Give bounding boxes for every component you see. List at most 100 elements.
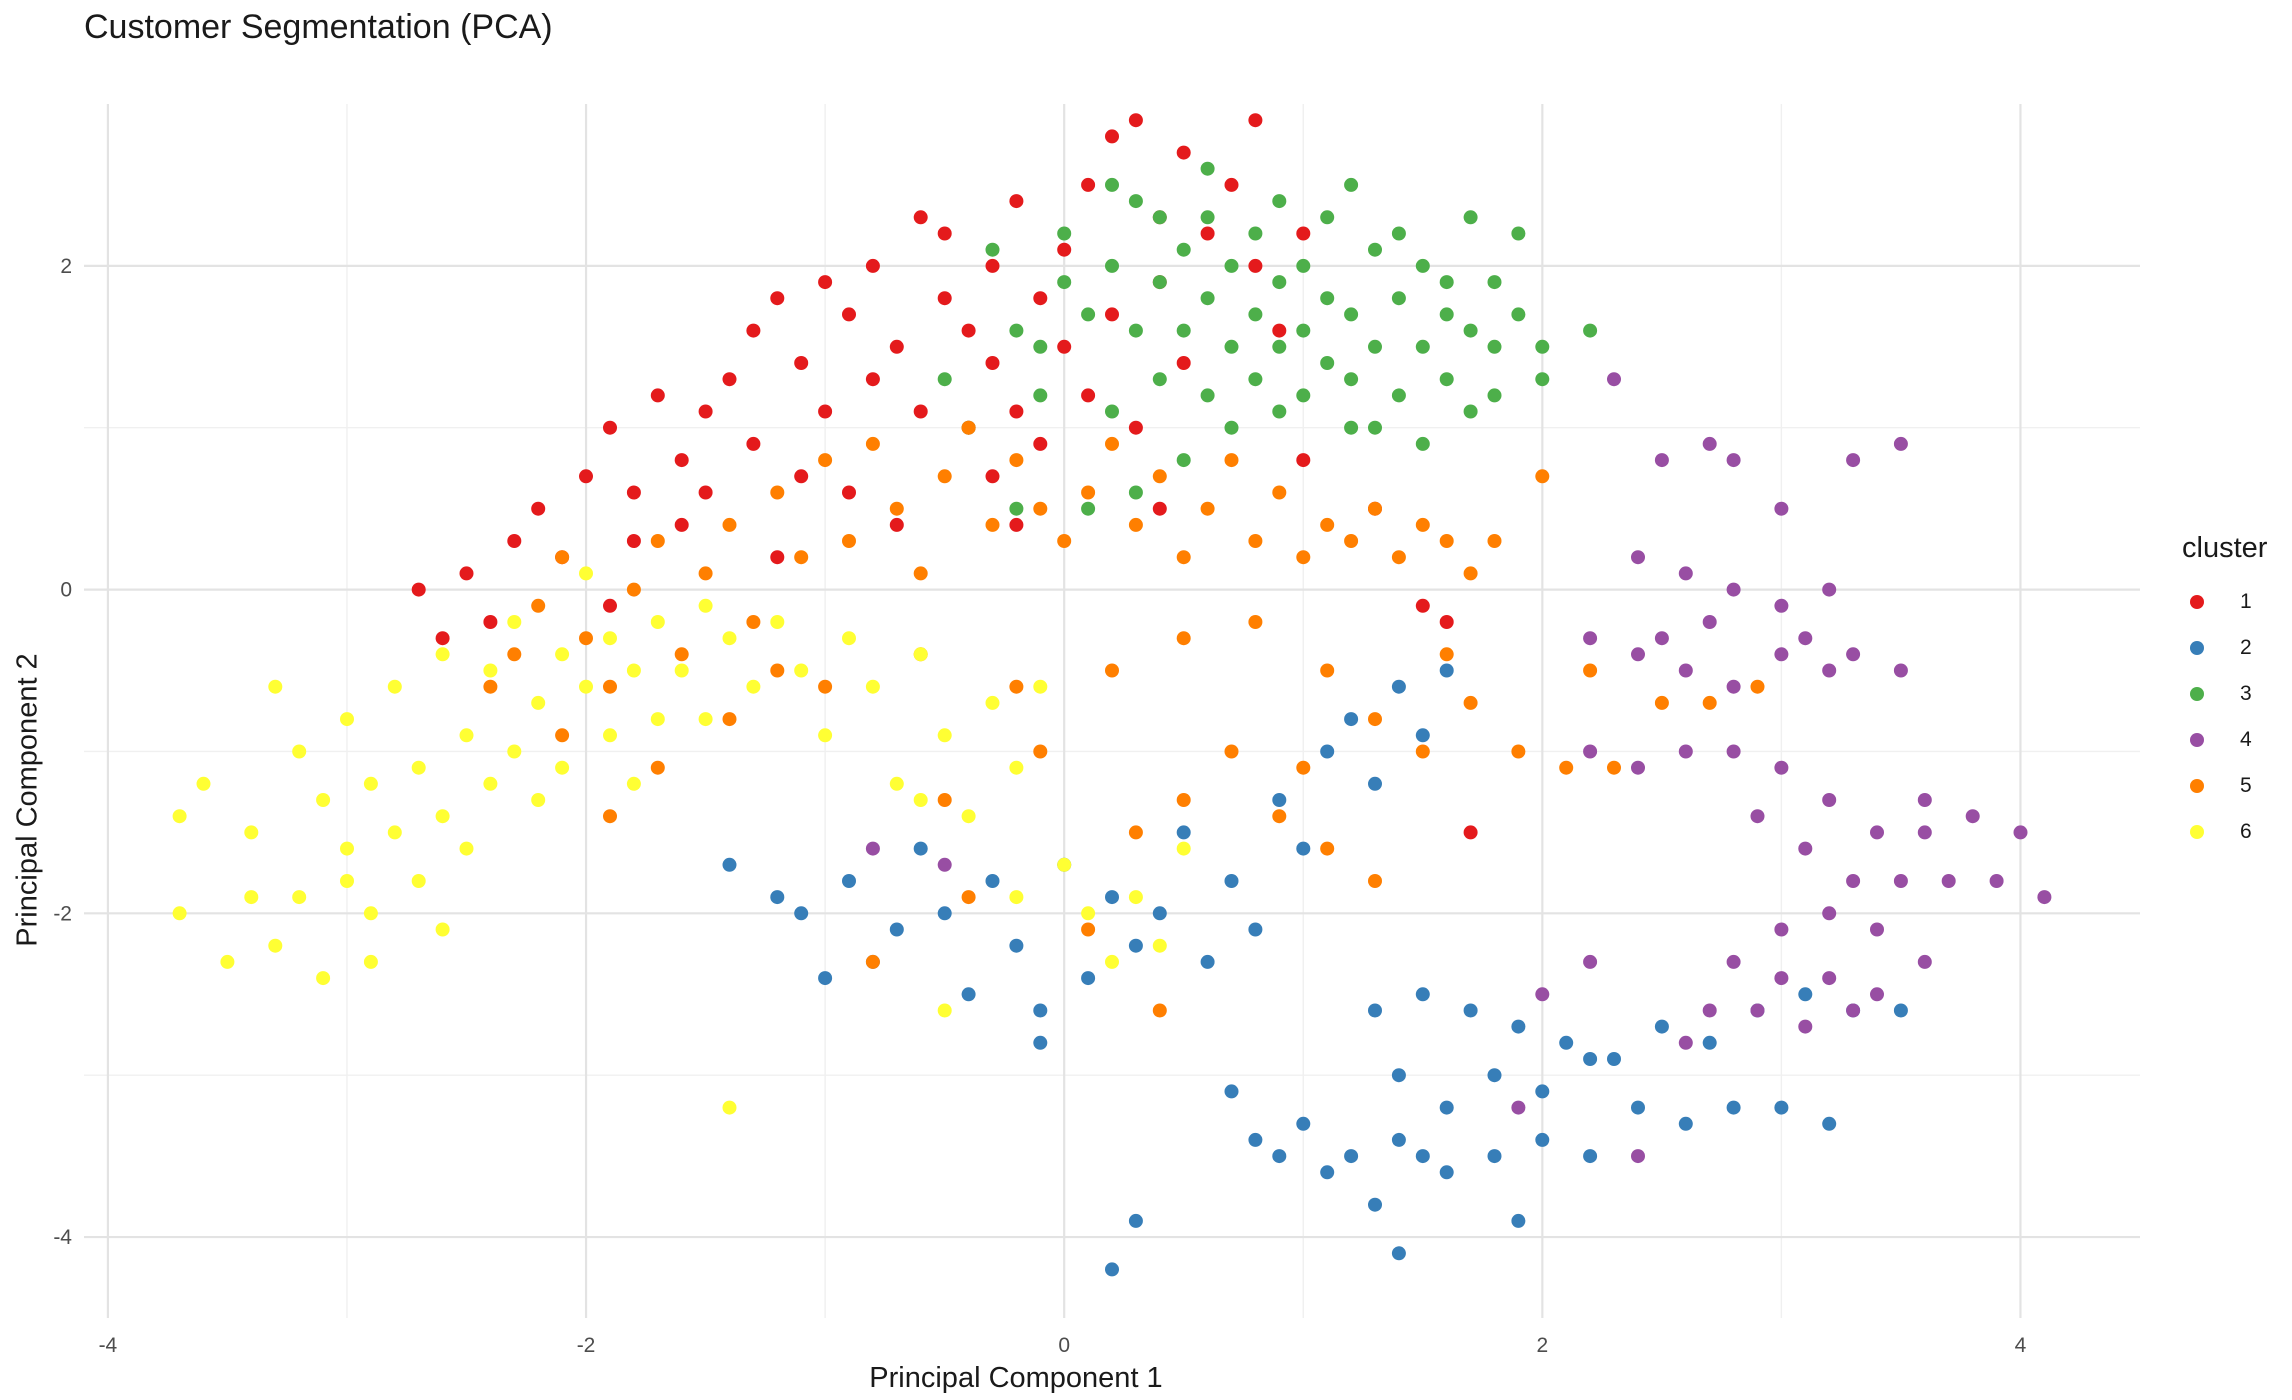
data-point-cluster-5 [1463, 695, 1478, 710]
series-6 [172, 566, 1191, 1115]
legend-key-6 [2182, 817, 2212, 847]
data-point-cluster-6 [292, 890, 307, 905]
data-point-cluster-3 [1033, 339, 1048, 354]
data-point-cluster-1 [1009, 404, 1024, 419]
data-point-cluster-3 [1248, 307, 1263, 322]
data-point-cluster-3 [1176, 453, 1191, 468]
data-point-cluster-3 [1200, 388, 1215, 403]
data-point-cluster-6 [507, 744, 522, 759]
data-point-cluster-1 [1439, 615, 1454, 629]
data-point-cluster-3 [1105, 258, 1119, 273]
data-point-cluster-3 [1248, 372, 1263, 387]
data-point-cluster-2 [1272, 1149, 1287, 1164]
data-point-cluster-6 [722, 1100, 737, 1115]
data-point-cluster-2 [1583, 1052, 1598, 1066]
data-point-cluster-2 [1368, 1197, 1382, 1212]
data-point-cluster-5 [1583, 663, 1598, 678]
data-point-cluster-1 [722, 372, 737, 387]
data-point-cluster-5 [985, 517, 1000, 532]
data-point-cluster-1 [865, 372, 880, 387]
data-point-cluster-4 [1702, 615, 1717, 629]
data-point-cluster-6 [363, 776, 378, 791]
data-point-cluster-3 [1511, 226, 1526, 241]
data-point-cluster-6 [435, 809, 450, 824]
data-point-cluster-3 [1344, 307, 1359, 322]
data-point-cluster-2 [1296, 841, 1311, 856]
data-point-cluster-6 [626, 663, 641, 678]
data-point-cluster-1 [770, 291, 785, 306]
data-point-cluster-2 [1033, 1035, 1048, 1050]
data-point-cluster-1 [626, 534, 641, 548]
data-point-cluster-4 [1822, 663, 1837, 678]
data-point-cluster-4 [1917, 954, 1932, 969]
data-point-cluster-5 [1439, 647, 1454, 662]
data-point-cluster-2 [1893, 1003, 1908, 1018]
data-point-cluster-6 [722, 631, 737, 646]
data-point-cluster-6 [268, 679, 283, 694]
data-point-cluster-1 [794, 469, 809, 484]
data-point-cluster-1 [1272, 323, 1287, 338]
data-point-cluster-2 [1822, 1116, 1837, 1131]
data-point-cluster-4 [1511, 1100, 1526, 1115]
data-point-cluster-2 [1654, 1019, 1669, 1034]
data-point-cluster-6 [459, 728, 474, 743]
data-point-cluster-5 [1368, 874, 1382, 888]
data-point-cluster-3 [1272, 404, 1287, 419]
data-point-cluster-4 [1631, 1149, 1645, 1164]
data-point-cluster-1 [626, 485, 641, 500]
data-point-cluster-5 [1463, 566, 1478, 581]
data-point-cluster-1 [1033, 436, 1048, 451]
data-point-cluster-5 [770, 485, 785, 500]
data-point-cluster-6 [172, 906, 187, 921]
data-point-cluster-6 [340, 841, 354, 856]
data-point-cluster-3 [1296, 258, 1311, 273]
data-point-cluster-3 [1081, 307, 1096, 322]
data-point-cluster-5 [1391, 550, 1406, 565]
legend-swatch [2190, 687, 2204, 701]
data-point-cluster-4 [1631, 550, 1645, 565]
data-point-cluster-5 [1176, 631, 1191, 646]
data-point-cluster-3 [1320, 356, 1335, 370]
data-point-cluster-2 [1487, 1149, 1502, 1164]
data-point-cluster-6 [1009, 890, 1024, 905]
data-point-cluster-4 [937, 857, 952, 872]
data-point-cluster-1 [770, 550, 785, 565]
data-point-cluster-6 [985, 695, 1000, 710]
data-point-cluster-2 [961, 987, 976, 1002]
data-point-cluster-3 [1439, 307, 1454, 322]
x-tick-label: 2 [1536, 1334, 1548, 1357]
data-point-cluster-3 [1511, 307, 1526, 322]
data-point-cluster-3 [1081, 501, 1096, 516]
data-point-cluster-4 [1583, 631, 1598, 646]
y-tick-label: 0 [60, 579, 72, 602]
data-point-cluster-4 [1750, 809, 1765, 824]
data-point-cluster-6 [244, 890, 259, 905]
data-point-cluster-5 [1654, 695, 1669, 710]
data-point-cluster-1 [483, 615, 498, 629]
x-axis-label-text: Principal Component 1 [869, 1362, 1163, 1394]
major-grid [84, 104, 2140, 1318]
data-point-cluster-1 [937, 291, 952, 306]
data-point-cluster-6 [626, 776, 641, 791]
data-point-cluster-1 [937, 226, 952, 241]
data-point-cluster-6 [435, 922, 450, 937]
y-tick-label: -2 [53, 902, 72, 925]
data-point-cluster-5 [889, 501, 904, 516]
data-point-cluster-2 [1391, 679, 1406, 694]
data-point-cluster-5 [961, 890, 976, 905]
data-point-cluster-5 [1320, 663, 1335, 678]
data-point-cluster-2 [1415, 728, 1430, 743]
data-point-cluster-4 [1822, 971, 1837, 986]
data-point-cluster-5 [1081, 922, 1096, 937]
data-point-cluster-5 [961, 420, 976, 435]
data-point-cluster-1 [650, 388, 665, 403]
data-point-cluster-1 [1009, 517, 1024, 532]
data-point-cluster-2 [1726, 1100, 1741, 1115]
legend-key-4 [2182, 725, 2212, 755]
data-point-cluster-6 [363, 906, 378, 921]
data-point-cluster-3 [937, 372, 952, 387]
data-point-cluster-2 [889, 922, 904, 937]
data-point-cluster-3 [1152, 275, 1167, 290]
data-point-cluster-1 [961, 323, 976, 338]
data-point-cluster-3 [1368, 339, 1382, 354]
